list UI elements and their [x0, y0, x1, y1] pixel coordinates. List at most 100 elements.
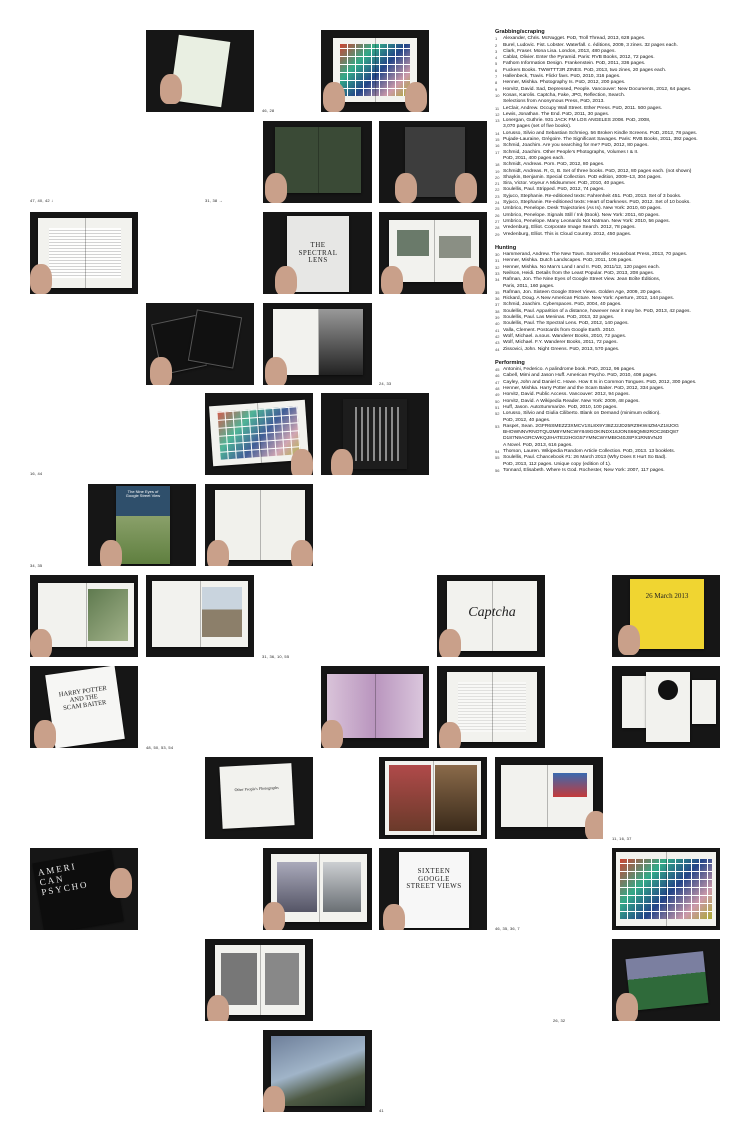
book-photo	[495, 757, 603, 839]
entry-number: 20	[495, 174, 500, 180]
bibliography-entry: 53 Raspet, Sean. 2GFR6SMEZZ3XMCV1SL8X9Y38…	[495, 424, 720, 449]
entry-number: 56	[495, 467, 500, 473]
entry-number: 44	[495, 346, 500, 352]
entry-text: Henner, Mishka. No Man's Land I and II. …	[503, 264, 660, 270]
entry-number: 5	[495, 61, 498, 67]
bibliography-entry: 28 Vredenburg, Elliot. Corporate Image Se…	[495, 225, 720, 231]
entry-text: LeClair, Andrew. Occupy Wall Street. Eth…	[503, 105, 663, 111]
bibliography-entry: 52 Lorusso, Silvio and Giulia Ciliberto. …	[495, 411, 720, 424]
book-photo	[321, 30, 429, 112]
entry-text: Rickard, Doug. A New American Picture. N…	[503, 296, 674, 302]
entry-text: Henner, Mishka. Harry Potter and the Sca…	[503, 386, 665, 392]
book-title: Other People's Photographs	[234, 784, 279, 793]
entry-text: Kosas, Karolis. Captcha, Fake, JPG, Refl…	[503, 92, 626, 105]
book-photo	[379, 121, 487, 203]
entry-number: 10	[495, 92, 500, 98]
book-title: THE SPECTRAL LENS	[298, 241, 338, 265]
bibliography-entry: 47 Cayley, John and Daniel C. Howe. How I…	[495, 380, 720, 386]
entry-number: 11	[495, 105, 500, 111]
bibliography-entry: 14 Lorusso, Silvio and Sebastian Schmieg.…	[495, 131, 720, 137]
entry-number: 55	[495, 455, 500, 461]
bibliography-section: Grabbing/scraping 1 Alexander, Chris. McNu…	[495, 29, 720, 238]
book-photo	[146, 30, 254, 112]
bibliography-entry: 15 Pujade-Lauraine, Grégoire. The Signifi…	[495, 137, 720, 143]
entry-text: Hallenbeck, Travis. Flickr favs. PoD, 20…	[503, 74, 621, 80]
entry-text: Fuckers Books. TWWTTT3R ZINES. PoD, 2013…	[503, 67, 667, 73]
book-photo	[263, 848, 372, 930]
book-photo	[379, 212, 487, 294]
bibliography-entry: 7 Hallenbeck, Travis. Flickr favs. PoD, 2…	[495, 74, 720, 80]
entry-text: Neilson, Heidi. Details from the Least P…	[503, 270, 655, 276]
entry-number: 34	[495, 277, 500, 283]
book-photo	[205, 939, 313, 1021]
entry-number: 51	[495, 404, 500, 410]
entry-text: Horvitz, David. A Wikipedia Reader. New …	[503, 398, 640, 404]
bibliography-entry: 48 Henner, Mishka. Harry Potter and the S…	[495, 386, 720, 392]
book-photo	[263, 303, 372, 385]
entry-text: Soulellis, Paul. Stripped. PoD, 2012, 74…	[503, 187, 605, 193]
entry-number: 27	[495, 218, 500, 224]
entry-text: Thorson, Lauren. Wikipedia Random Articl…	[503, 449, 676, 454]
entry-number: 1	[495, 36, 498, 42]
entry-number: 26	[495, 212, 500, 218]
section-heading: Performing	[495, 359, 525, 366]
bibliography-section: Hunting 30 Hammerand, Andrew. The New Town…	[495, 245, 720, 353]
bibliography-entry: 35 Rafman, Jon. Sixteen Google Street Vie…	[495, 290, 720, 296]
photo-caption: 26, 32	[553, 1018, 566, 1023]
entry-number: 17	[495, 149, 500, 155]
photo-caption: 46, 35, 36, 7	[495, 926, 520, 931]
entry-text: Umbrico, Penelope. Many Leonardo Not Nat…	[503, 218, 670, 224]
photo-caption: 34, 35	[30, 563, 43, 568]
book-photo	[205, 393, 313, 475]
book-photo	[379, 757, 487, 839]
entry-number: 45	[495, 367, 500, 373]
bibliography-entry: 4 Cablat, Olivier. Enter the Pyramid. Par…	[495, 55, 720, 61]
bibliography-entry: 22 Soulellis, Paul. Stripped. PoD, 2012, …	[495, 187, 720, 193]
entry-text: Umbrico, Penelope. Signals Still / Ink (…	[503, 212, 660, 218]
bibliography-entry: 26 Umbrico, Penelope. Signals Still / Ink…	[495, 213, 720, 219]
entry-text: Lewis, Jonathan. The End. PoD, 2011, 30 …	[503, 111, 610, 117]
entry-text: Pujade-Lauraine, Grégoire. The Significa…	[503, 137, 698, 143]
entry-number: 40	[495, 321, 500, 327]
entry-number: 22	[495, 187, 500, 193]
book-photo	[612, 848, 720, 930]
book-photo: THE SPECTRAL LENS	[263, 212, 372, 294]
entry-text: Henner, Mishka. Photography Is. PoD, 201…	[503, 80, 626, 86]
entry-number: 4	[495, 55, 498, 61]
book-photo	[321, 666, 429, 748]
entry-number: 43	[495, 340, 500, 346]
bibliography-entry: 55 Soulellis, Paul. Chancebook #1: 26 Mar…	[495, 455, 720, 468]
entry-text: Lorusso, Silvio and Giulia Ciliberto. Bl…	[503, 411, 661, 423]
bibliography-entry: 21 Sira, Victor. Voyeur A Midsummer. PoD,…	[495, 181, 720, 187]
bibliography-entry: 38 Soulellis, Paul. Apparition of a dista…	[495, 309, 720, 315]
entry-text: Schmid, Joachim. Are you searching for m…	[503, 143, 649, 149]
entry-number: 29	[495, 231, 500, 237]
bibliography-entry: 19 Schmidt, Andreas. R, G, B. Set of thre…	[495, 169, 720, 175]
bibliography-entry: 29 Vredenburg, Elliot. This is Cloud Coun…	[495, 232, 720, 238]
entry-number: 13	[495, 118, 500, 124]
bibliography-entry: 46 Cabell, Mimi and Jason Huff. American …	[495, 373, 720, 379]
bibliography-entry: 41 Valla, Clement. Postcards from Google …	[495, 328, 720, 334]
photo-caption: 11, 16, 37	[612, 836, 632, 841]
bibliography-entry: 44 Zissovici, John. Night Greens. PoD, 20…	[495, 347, 720, 353]
entry-number: 39	[495, 315, 500, 321]
entry-number: 28	[495, 225, 500, 231]
photo-caption: 46, 28	[262, 108, 275, 113]
entry-number: 36	[495, 296, 500, 302]
bibliography-entry: 27 Umbrico, Penelope. Many Leonardo Not N…	[495, 219, 720, 225]
entry-text: Vredenburg, Elliot. Corporate Image Sear…	[503, 225, 636, 231]
bibliography-entry: 37 Schmid, Joachim. Cyberspaces. PoD, 200…	[495, 302, 720, 308]
entry-text: Lonergan, Guthrie. 931 JACK FM LOS ANGEL…	[503, 118, 651, 130]
bibliography-column: Grabbing/scraping 1 Alexander, Chris. McNu…	[495, 29, 720, 481]
entry-number: 47	[495, 379, 500, 385]
book-photo: HARRY POTTER AND THE SCAM BAITER	[30, 666, 138, 748]
entry-text: Rafman, Jon. The Nine Eyes of Google Str…	[503, 277, 661, 289]
entry-text: Huff, Jason. AutoSummarize. PoD, 2010, 1…	[503, 404, 618, 410]
entry-text: Soulellis, Paul. The Spectral Lens. PoD,…	[503, 321, 629, 327]
book-title: AMERI CAN PSYCHO	[37, 860, 90, 898]
entry-number: 50	[495, 398, 500, 404]
entry-text: Schmidt, Andreas. R, G, B. Set of three …	[503, 168, 692, 174]
entry-number: 48	[495, 386, 500, 392]
entry-number: 52	[495, 411, 500, 417]
bibliography-entry: 30 Hammerand, Andrew. The New Town. Somer…	[495, 252, 720, 258]
